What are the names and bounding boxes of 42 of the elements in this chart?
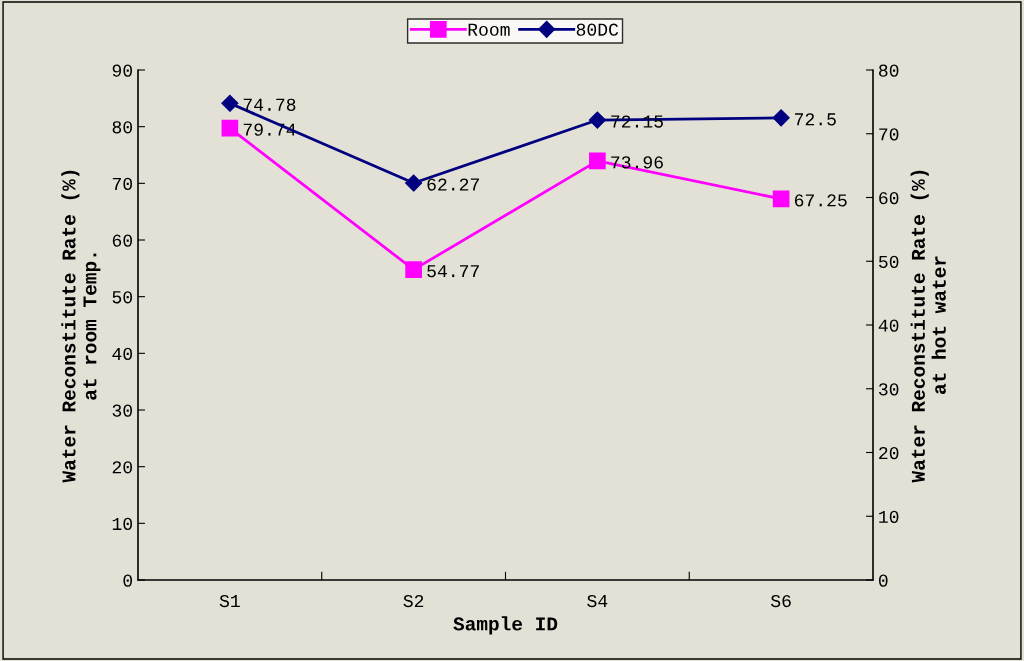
y-tick-label: 10 [112,517,133,531]
point [772,190,790,208]
legend-label: Room [468,23,510,36]
point [405,261,422,278]
y2-tick-label: 10 [879,510,899,523]
y2-tick-label: 80 [879,64,899,77]
x-axis-title: Sample ID [453,616,558,635]
point [405,174,423,192]
y-tick-label: 0 [123,574,133,587]
y2-tick-label: 70 [879,128,899,141]
data-label: 62.27 [427,178,479,191]
y-tick-label: 90 [112,64,133,77]
x-tick-label: S4 [587,594,608,608]
legend-label: 80DC [576,23,619,36]
y2-tick-label: 40 [878,319,899,332]
point [221,119,239,137]
x-tick-label: S1 [219,594,240,608]
y2-tick-label: 50 [878,255,899,268]
y-tick-label: 20 [112,461,133,474]
y-tick-label: 40 [112,347,133,361]
y2-tick-label: 0 [878,574,888,587]
y2-axis-title: Water Reconstitute Rate (%) at hot water [910,170,946,483]
y-axis-title: Water Reconstitute Rate (%) at room Temp. [61,170,101,483]
point [589,152,606,170]
y2-tick-label: 60 [879,191,899,205]
data-label: 72.5 [795,113,836,126]
data-label: 74.78 [243,98,296,111]
y-tick-label: 80 [112,121,133,134]
data-label: 73.96 [611,156,663,169]
x-tick-label: S2 [403,594,424,608]
y-tick-label: 30 [112,404,133,417]
y-tick-label: 70 [112,177,133,191]
point [588,111,606,129]
y2-tick-label: 30 [878,383,899,396]
data-label: 67.25 [794,194,847,207]
y2-tick-label: 20 [879,446,899,460]
y-tick-label: 60 [112,234,133,247]
x-tick-label: S6 [770,594,791,608]
y-tick-label: 50 [112,291,133,304]
point [221,94,239,112]
data-label: 54.77 [427,265,479,278]
point [772,109,790,127]
